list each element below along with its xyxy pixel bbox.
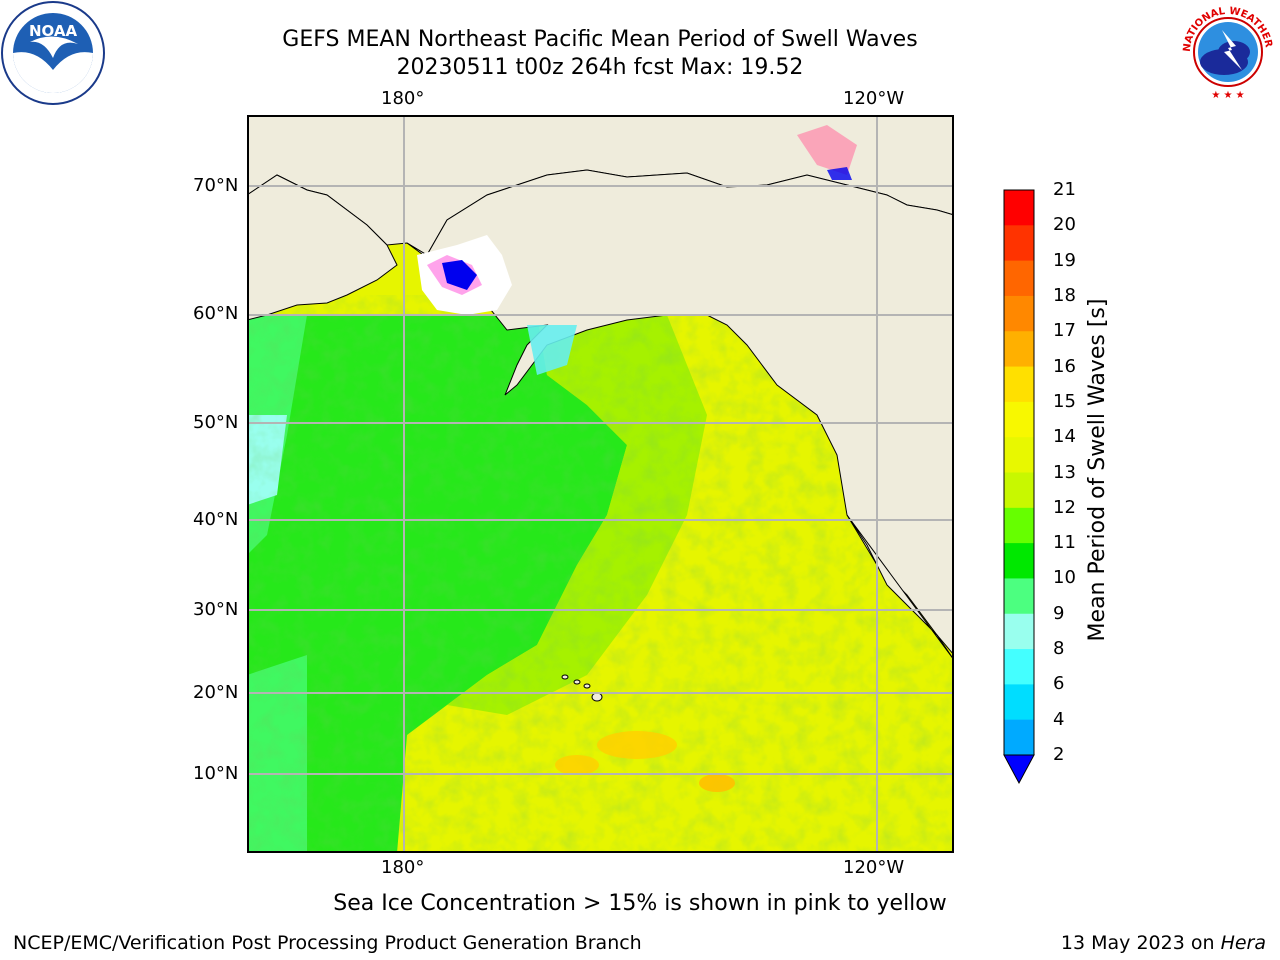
footer-date-text: 13 May 2023 on: [1060, 932, 1221, 954]
swell-zone-16-17s: [699, 774, 735, 792]
lon-label-top-120w: 120°W: [843, 88, 905, 109]
colorbar-label: Mean Period of Swell Waves [s]: [1085, 298, 1110, 642]
hawaii-islands: [561, 674, 603, 702]
colorbar-tick-label: 2: [1053, 744, 1065, 765]
swell-zone-15-16s-a: [597, 731, 677, 759]
colorbar-tick-label: 11: [1053, 532, 1076, 554]
lat-label-30n: 30°N: [193, 599, 239, 620]
lon-label-bottom-120w: 120°W: [843, 857, 905, 878]
colorbar-segment: [1004, 613, 1034, 650]
colorbar-tick-label: 21: [1053, 179, 1076, 200]
lat-label-20n: 20°N: [193, 682, 239, 703]
colorbar-tick-label: 20: [1053, 214, 1076, 236]
colorbar: [1000, 185, 1040, 785]
colorbar-tick-label: 8: [1053, 638, 1065, 660]
colorbar-tick-label: 19: [1053, 249, 1076, 271]
colorbar-tick-label: 10: [1053, 567, 1076, 589]
colorbar-segment: [1004, 401, 1034, 438]
colorbar-tick-label: 6: [1053, 673, 1065, 695]
colorbar-segment: [1004, 543, 1034, 579]
lat-label-50n: 50°N: [193, 412, 239, 433]
sea-ice-beaufort: [797, 125, 857, 175]
swell-zone-cook-inlet: [527, 325, 577, 375]
lon-label-top-180: 180°: [381, 88, 425, 109]
colorbar-segment: [1004, 366, 1034, 403]
title-line-2: 20230511 t00z 264h fcst Max: 19.52: [396, 55, 804, 80]
map-frame: [247, 115, 954, 853]
colorbar-segment: [1004, 260, 1034, 297]
footer-host: Hera: [1220, 932, 1266, 954]
colorbar-segment: [1004, 684, 1034, 721]
colorbar-segment: [1004, 437, 1034, 473]
colorbar-tick-label: 16: [1053, 355, 1076, 377]
colorbar-segment: [1004, 472, 1034, 509]
lat-label-40n: 40°N: [193, 509, 239, 530]
colorbar-ticks: 21 20 19 18 17 16 15 14 13 12 11 10 9 8 6 4 2: [1053, 180, 1093, 770]
colorbar-tick-label: 4: [1053, 708, 1065, 730]
colorbar-tick-label: 13: [1053, 461, 1076, 483]
colorbar-segment: [1004, 331, 1034, 368]
colorbar-segment: [1004, 507, 1034, 544]
footer-date: 13 May 2023 on Hera: [1061, 932, 1266, 954]
colorbar-tick-label: 17: [1053, 320, 1076, 342]
colorbar-tick-label: 15: [1053, 390, 1076, 412]
swell-zone-15-16s-b: [555, 755, 599, 775]
colorbar-tick-label: 12: [1053, 496, 1076, 518]
nws-logo: NATIONAL WEATHER SERVICE ★ ★ ★: [1172, 0, 1280, 104]
colorbar-segment: [1004, 719, 1034, 756]
swell-period-map: [247, 115, 954, 853]
land-siberia: [247, 174, 398, 321]
noaa-logo-text: NOAA: [29, 22, 78, 40]
colorbar-tick-label: 9: [1053, 602, 1065, 624]
svg-text:★ ★ ★: ★ ★ ★: [1211, 90, 1244, 101]
lat-label-60n: 60°N: [193, 303, 239, 324]
colorbar-segment: [1004, 578, 1034, 615]
footer-credit: NCEP/EMC/Verification Post Processing Pr…: [13, 932, 642, 954]
colorbar-segment: [1004, 295, 1034, 332]
sea-ice-note: Sea Ice Concentration > 15% is shown in …: [333, 891, 947, 916]
colorbar-extend-arrow: [1003, 754, 1035, 785]
lat-label-10n: 10°N: [193, 763, 239, 784]
noaa-logo: NOAA: [0, 0, 106, 106]
sea-ice-core: [442, 260, 477, 290]
title-line-1: GEFS MEAN Northeast Pacific Mean Period …: [282, 27, 918, 52]
colorbar-tick-label: 18: [1053, 284, 1076, 306]
colorbar-segment: [1004, 225, 1034, 262]
colorbar-tick-label: 14: [1053, 426, 1076, 448]
graticule: [247, 115, 954, 853]
colorbar-segment: [1004, 190, 1034, 226]
lat-label-70n: 70°N: [193, 175, 239, 196]
lon-label-bottom-180: 180°: [381, 857, 425, 878]
colorbar-segment: [1004, 649, 1034, 685]
